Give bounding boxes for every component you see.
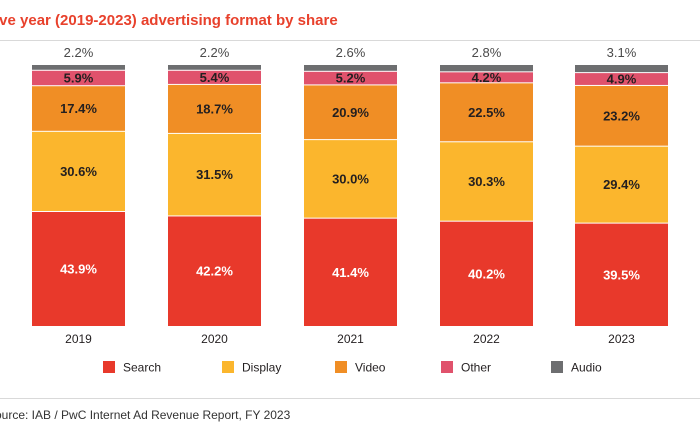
legend-swatch-other [441, 361, 453, 373]
bar-segment-display-2022 [440, 142, 533, 221]
bar-segment-other-2022 [440, 72, 533, 83]
bar-segment-other-2023 [575, 73, 668, 85]
x-tick-label-2019: 2019 [65, 332, 92, 346]
data-label-other-2022: 4.2% [472, 70, 502, 85]
data-label-display-2019: 30.6% [60, 164, 97, 179]
legend-swatch-audio [551, 361, 563, 373]
bar-segment-display-2021 [304, 140, 397, 218]
bar-segment-audio-2022 [440, 65, 533, 72]
data-label-audio-2023: 3.1% [607, 45, 637, 60]
data-label-video-2020: 18.7% [196, 101, 233, 116]
bar-segment-video-2020 [168, 84, 261, 133]
data-label-search-2019: 43.9% [60, 261, 97, 276]
bar-segment-display-2023 [575, 146, 668, 223]
bar-segment-search-2022 [440, 221, 533, 326]
stacked-bar-chart: 43.9% 30.6% 17.4% 5.9% 2.2% 2019 42.2% 31.5% 18.… [32, 45, 668, 375]
data-label-audio-2020: 2.2% [200, 45, 230, 60]
bar-segment-video-2022 [440, 83, 533, 142]
x-tick-label-2022: 2022 [473, 332, 500, 346]
data-label-video-2019: 17.4% [60, 101, 97, 116]
legend-label-search: Search [123, 361, 161, 375]
data-label-video-2022: 22.5% [468, 105, 505, 120]
data-label-other-2021: 5.2% [336, 71, 366, 86]
data-label-search-2022: 40.2% [468, 266, 505, 281]
bar-segment-audio-2021 [304, 65, 397, 71]
data-label-video-2021: 20.9% [332, 105, 369, 120]
bar-segment-display-2020 [168, 133, 261, 216]
legend-label-display: Display [242, 361, 281, 375]
data-label-other-2020: 5.4% [200, 70, 230, 85]
bar-segment-other-2021 [304, 71, 397, 85]
data-label-other-2019: 5.9% [64, 70, 94, 85]
x-tick-label-2020: 2020 [201, 332, 228, 346]
bar-segment-audio-2019 [32, 65, 125, 70]
data-label-display-2020: 31.5% [196, 167, 233, 182]
bar-segment-display-2019 [32, 131, 125, 211]
x-tick-label-2021: 2021 [337, 332, 364, 346]
legend-label-audio: Audio [571, 361, 602, 375]
data-label-audio-2022: 2.8% [472, 45, 502, 60]
title-divider [0, 40, 700, 41]
source-divider [0, 398, 700, 399]
data-label-display-2021: 30.0% [332, 171, 369, 186]
data-label-search-2020: 42.2% [196, 264, 233, 279]
legend: Search Display Video Other Audio [103, 361, 602, 375]
bar-segment-audio-2023 [575, 65, 668, 73]
data-label-audio-2021: 2.6% [336, 45, 366, 60]
legend-label-video: Video [355, 361, 386, 375]
bar-segment-search-2021 [304, 218, 397, 326]
data-label-display-2022: 30.3% [468, 174, 505, 189]
bar-segment-video-2019 [32, 86, 125, 131]
x-tick-label-2023: 2023 [608, 332, 635, 346]
source-note: ource: IAB / PwC Internet Ad Revenue Rep… [0, 408, 291, 422]
bars-group: 43.9% 30.6% 17.4% 5.9% 2.2% 2019 42.2% 31.5% 18.… [32, 45, 668, 346]
chart-title: ive year (2019-2023) advertising format … [0, 12, 338, 29]
data-label-display-2023: 29.4% [603, 177, 640, 192]
bar-segment-video-2021 [304, 85, 397, 140]
legend-swatch-search [103, 361, 115, 373]
data-label-audio-2019: 2.2% [64, 45, 94, 60]
data-label-search-2023: 39.5% [603, 267, 640, 282]
data-label-search-2021: 41.4% [332, 265, 369, 280]
legend-label-other: Other [461, 361, 491, 375]
bar-segment-video-2023 [575, 85, 668, 146]
bar-segment-search-2019 [32, 211, 125, 326]
data-label-video-2023: 23.2% [603, 108, 640, 123]
bar-segment-search-2023 [575, 223, 668, 326]
bar-segment-other-2019 [32, 70, 125, 86]
bar-segment-audio-2020 [168, 65, 261, 70]
legend-swatch-video [335, 361, 347, 373]
legend-swatch-display [222, 361, 234, 373]
data-label-other-2023: 4.9% [607, 72, 637, 87]
bar-segment-other-2020 [168, 70, 261, 84]
bar-segment-search-2020 [168, 216, 261, 326]
